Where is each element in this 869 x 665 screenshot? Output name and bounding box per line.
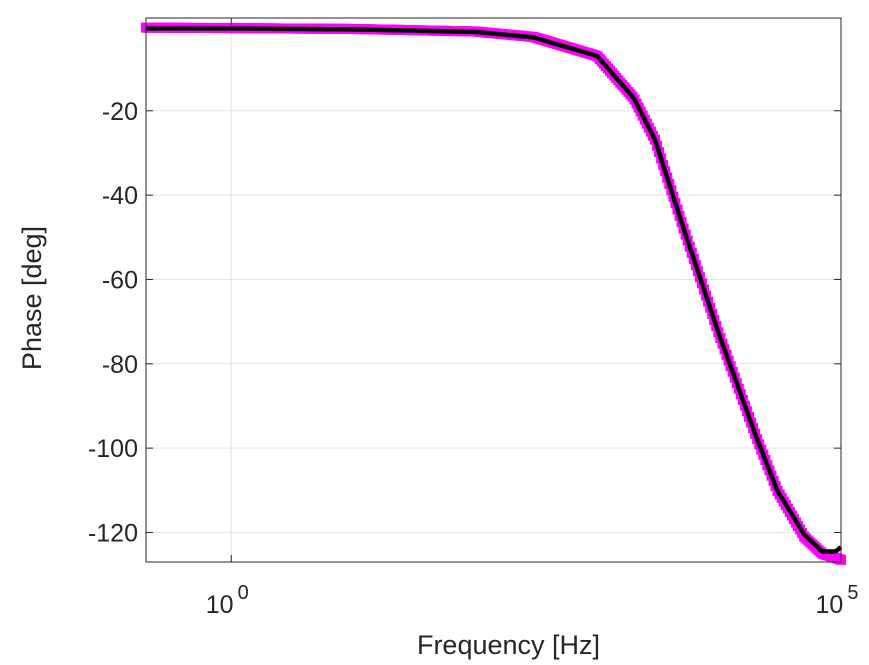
plot-frame bbox=[145, 17, 842, 563]
x-tick-label: 10 5 bbox=[816, 582, 859, 619]
y-axis-label: Phase [deg] bbox=[17, 226, 47, 370]
fit-line bbox=[145, 26, 843, 554]
y-tick-label: -60 bbox=[102, 266, 138, 294]
y-tick-label: -80 bbox=[102, 351, 138, 379]
x-tick-labels: 10 0 10 5 bbox=[206, 582, 859, 619]
y-tick-label: -40 bbox=[102, 182, 138, 210]
y-tick-labels: -20 -40 -60 -80 -100 -120 bbox=[88, 98, 138, 548]
y-tick-label: -120 bbox=[88, 519, 138, 547]
x-tick-label: 10 0 bbox=[206, 582, 249, 619]
y-tick-label: -100 bbox=[88, 435, 138, 463]
tick-marks bbox=[146, 18, 842, 562]
series-layer bbox=[141, 22, 846, 565]
x-axis-label: Frequency [Hz] bbox=[417, 630, 600, 660]
series-line bbox=[145, 26, 843, 554]
grid-lines bbox=[146, 18, 842, 562]
series-markers bbox=[141, 22, 846, 565]
y-tick-label: -20 bbox=[102, 98, 138, 126]
